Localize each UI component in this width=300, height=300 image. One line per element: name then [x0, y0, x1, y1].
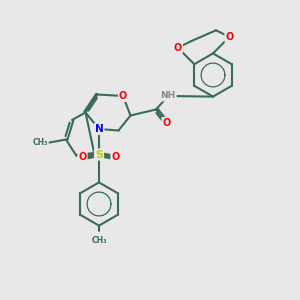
Text: O: O — [174, 43, 182, 53]
Text: O: O — [78, 152, 87, 163]
Text: CH₃: CH₃ — [32, 138, 48, 147]
Text: NH: NH — [160, 92, 175, 100]
Text: O: O — [111, 152, 120, 163]
Text: O: O — [119, 91, 127, 101]
Text: O: O — [162, 118, 171, 128]
Text: S: S — [95, 149, 103, 160]
Text: O: O — [225, 32, 234, 42]
Text: N: N — [94, 124, 103, 134]
Text: CH₃: CH₃ — [91, 236, 107, 245]
